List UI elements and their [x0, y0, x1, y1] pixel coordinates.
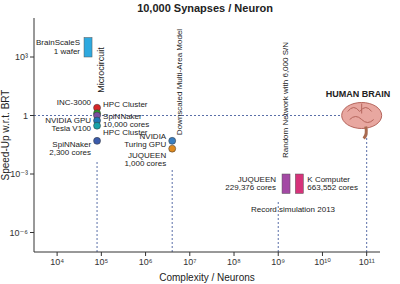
point — [94, 122, 101, 129]
y-tick-label: 10³ — [15, 52, 28, 62]
y-axis — [34, 18, 35, 252]
series-label: HPC Cluster — [103, 100, 148, 109]
x-tick — [278, 252, 279, 256]
series-label: K Computer663,552 cores — [307, 175, 358, 193]
plot-area — [84, 38, 303, 194]
reference-line — [366, 132, 367, 252]
series-label-line: HPC Cluster — [103, 100, 148, 109]
point — [169, 137, 176, 144]
x-tick-label: 10⁹ — [271, 257, 285, 267]
x-axis-label: Complexity / Neurons — [159, 272, 255, 283]
series-label: SpiNNaker10,000 cores — [103, 112, 149, 130]
annotation: Microcircuit — [96, 47, 106, 93]
brain-shape — [342, 103, 382, 129]
series-label-line: 1 wafer — [54, 47, 81, 56]
reference-line — [172, 170, 173, 252]
y-tick-label: 1 — [23, 111, 28, 121]
point — [169, 145, 176, 152]
x-tick — [234, 252, 235, 256]
series-labels: BrainScaleS1 wafer INC-3000 HPC Cluster Spi… — [36, 38, 358, 192]
series-label-line: 2,300 cores — [49, 148, 91, 157]
series-label-line: 229,376 cores — [225, 183, 276, 192]
x-tick — [145, 252, 146, 256]
range-bar — [295, 174, 303, 194]
y-tick — [30, 174, 34, 175]
x-tick — [366, 252, 367, 256]
x-tick-label: 10¹¹ — [359, 257, 375, 267]
title: 10,000 Synapses / Neuron — [137, 2, 273, 14]
brain-icon — [342, 103, 382, 139]
x-axis — [34, 252, 380, 253]
y-axis-label: Speed-Up w.r.t. BRT — [0, 90, 11, 181]
reference-line — [97, 160, 98, 252]
x-tick-label: 10¹⁰ — [314, 257, 331, 267]
series-label: SpiNNaker2,300 cores — [49, 140, 91, 158]
x-tick-label: 10⁸ — [227, 257, 241, 267]
series-label: NVIDIA GPUTesla V100 — [45, 116, 91, 134]
annotation: Downscaled Multi-Area Model — [175, 29, 184, 135]
series-label-line: 1,000 cores — [124, 159, 166, 168]
annotation: HUMAN BRAIN — [326, 89, 391, 99]
y-tick-label: 10⁻³ — [10, 169, 28, 179]
x-tick — [189, 252, 190, 256]
series-label: INC-3000 — [57, 98, 92, 107]
y-tick — [30, 115, 34, 116]
range-bar — [84, 38, 92, 58]
point — [94, 137, 101, 144]
brain-folds — [348, 104, 374, 123]
brain-stem — [364, 127, 367, 139]
series-label: JUQUEEN229,376 cores — [225, 175, 276, 193]
y-tick — [30, 232, 34, 233]
x-tick-label: 10⁷ — [183, 257, 196, 267]
series-label-line: Turing GPU — [124, 140, 166, 149]
x-tick — [322, 252, 323, 256]
x-tick-label: 10⁶ — [139, 257, 153, 267]
x-tick-label: 10⁵ — [94, 257, 108, 267]
range-bar — [282, 174, 290, 194]
series-label-line: 663,552 cores — [307, 183, 358, 192]
x-tick — [101, 252, 102, 256]
annotation: Record simulation 2013 — [251, 205, 336, 214]
series-label-line: Tesla V100 — [51, 124, 91, 133]
x-tick — [57, 252, 58, 256]
series-label: BrainScaleS1 wafer — [36, 38, 80, 56]
y-tick — [30, 57, 34, 58]
series-label-line: INC-3000 — [57, 98, 92, 107]
chart: 10,000 Synapses / Neuron 10⁴ 10⁵ 10⁶ 10⁷ 10⁸ 1… — [0, 0, 400, 284]
series-label: NVIDIATuring GPU — [124, 132, 167, 150]
y-tick-label: 10⁻⁶ — [10, 228, 29, 238]
annotation: Random Network with 6,000 S/N — [281, 42, 290, 158]
x-tick-label: 10⁴ — [50, 257, 64, 267]
series-label: JUQUEEN1,000 cores — [124, 151, 166, 169]
